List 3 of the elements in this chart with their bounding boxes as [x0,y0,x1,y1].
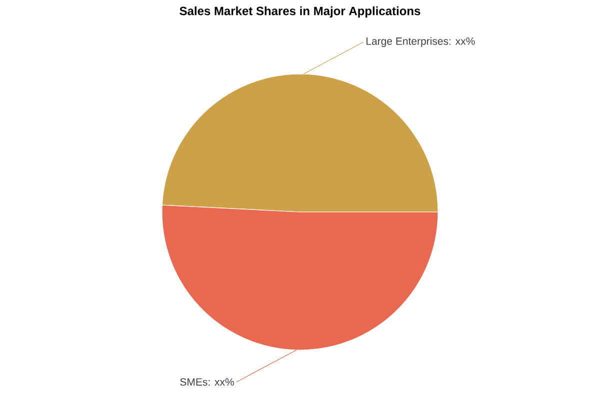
chart-title: Sales Market Shares in Major Applications [180,6,420,18]
slice-label: Large Enterprises: xx% [366,37,475,47]
slice-label: SMEs: xx% [180,378,234,386]
